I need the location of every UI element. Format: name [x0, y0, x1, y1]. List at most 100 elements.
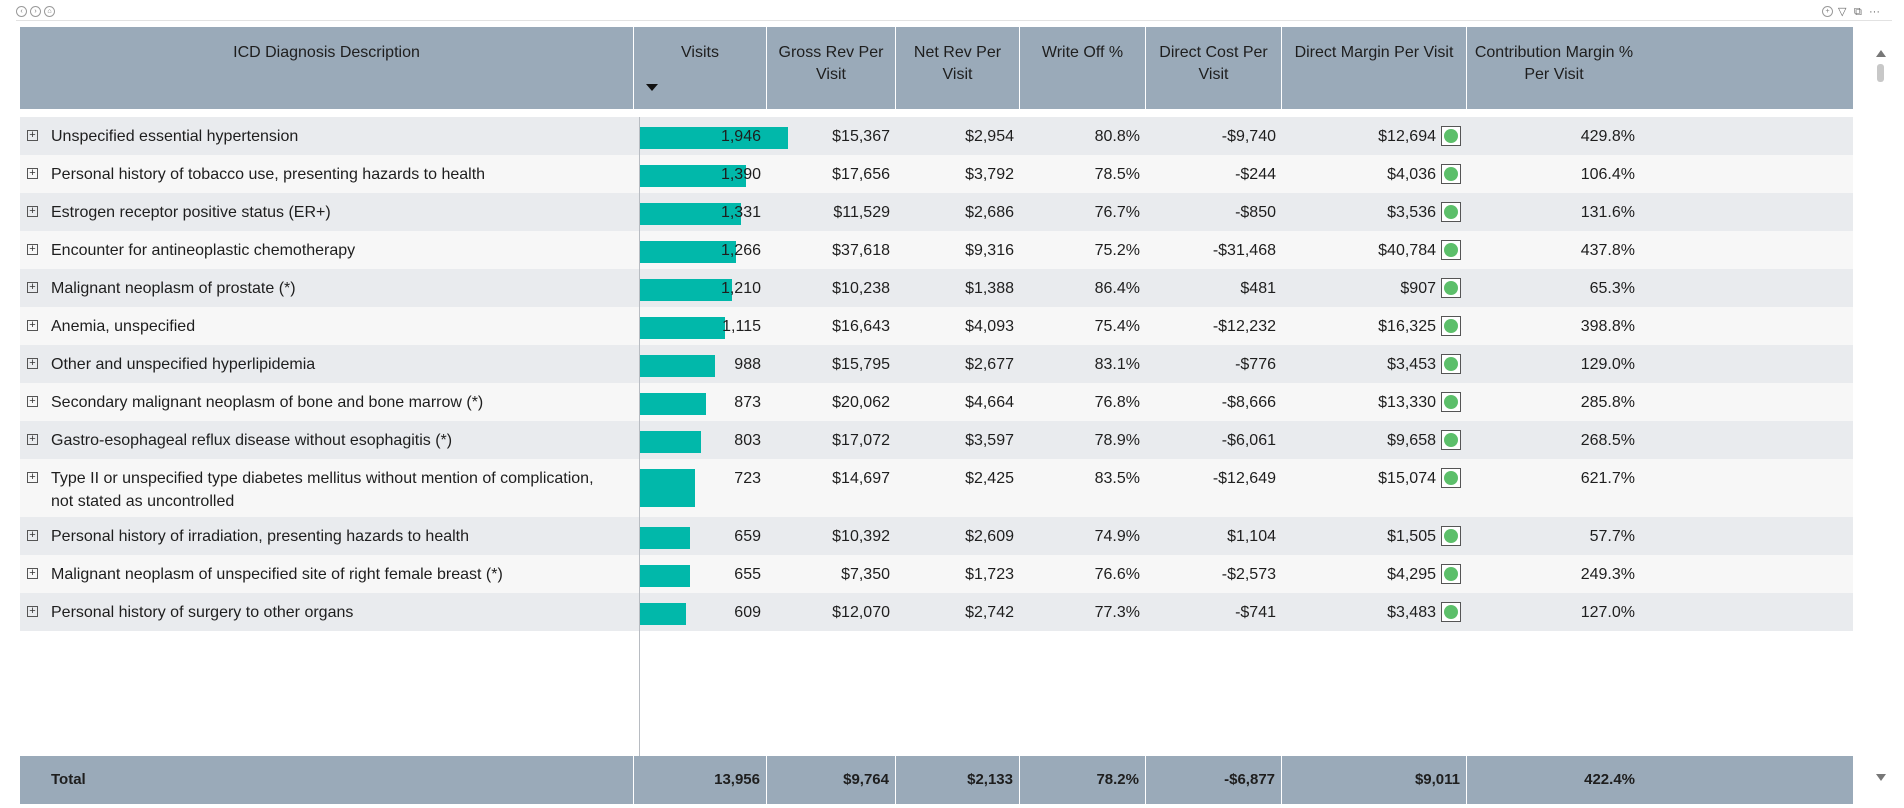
- cell-contrib: 285.8%: [1580, 394, 1635, 411]
- cell-contrib: 249.3%: [1580, 566, 1635, 583]
- expand-row-icon[interactable]: +: [27, 472, 38, 483]
- table-row[interactable]: + Anemia, unspecified 1,115 $16,643 $4,093 75…: [20, 307, 1853, 345]
- focus-icon[interactable]: +: [1822, 6, 1833, 17]
- expand-row-icon[interactable]: +: [27, 320, 38, 331]
- cell-margin: $15,074: [1282, 459, 1467, 517]
- table-row[interactable]: + Other and unspecified hyperlipidemia 988…: [20, 345, 1853, 383]
- visits-data-bar: [640, 127, 788, 149]
- kpi-status-icon: [1441, 240, 1461, 260]
- kpi-green-dot: [1444, 433, 1458, 447]
- margin-value: $3,536: [1387, 204, 1436, 221]
- cell-writeoff: 75.2%: [1094, 242, 1140, 259]
- table-body[interactable]: + Unspecified essential hypertension 1,946…: [20, 117, 1853, 717]
- table-row[interactable]: + Malignant neoplasm of unspecified site …: [20, 555, 1853, 593]
- margin-value: $12,694: [1378, 128, 1436, 145]
- more-icon[interactable]: ···: [1869, 6, 1880, 18]
- visits-data-bar: [640, 355, 715, 377]
- filter-icon[interactable]: ▽: [1838, 6, 1847, 18]
- expand-row-icon[interactable]: +: [27, 206, 38, 217]
- table-row[interactable]: + Gastro-esophageal reflux disease withou…: [20, 421, 1853, 459]
- expand-row-icon[interactable]: +: [27, 396, 38, 407]
- cell-writeoff: 76.7%: [1094, 204, 1140, 221]
- cell-desc: + Gastro-esophageal reflux disease withou…: [20, 421, 634, 459]
- expand-row-icon[interactable]: +: [27, 434, 38, 445]
- cell-margin: $9,658: [1282, 421, 1467, 459]
- cell-desc: + Personal history of surgery to other or…: [20, 593, 634, 631]
- kpi-green-dot: [1444, 471, 1458, 485]
- table-row[interactable]: + Unspecified essential hypertension 1,946…: [20, 117, 1853, 155]
- expand-row-icon[interactable]: +: [27, 530, 38, 541]
- scroll-down-icon[interactable]: [1876, 774, 1886, 781]
- kpi-status-icon: [1441, 278, 1461, 298]
- cell-cost: -$6,061: [1221, 432, 1276, 449]
- expand-row-icon[interactable]: +: [27, 358, 38, 369]
- cell-desc: + Malignant neoplasm of unspecified site …: [20, 555, 634, 593]
- table-row[interactable]: + Malignant neoplasm of prostate (*) 1,210…: [20, 269, 1853, 307]
- expand-icon[interactable]: ⧉: [1854, 6, 1862, 18]
- cell-writeoff: 77.3%: [1094, 604, 1140, 621]
- kpi-green-dot: [1444, 167, 1458, 181]
- cell-desc: + Unspecified essential hypertension: [20, 117, 634, 155]
- cell-visits: 873: [634, 383, 767, 421]
- home-icon[interactable]: ⌂: [44, 6, 55, 17]
- scroll-thumb[interactable]: [1877, 64, 1884, 82]
- table-row[interactable]: + Type II or unspecified type diabetes me…: [20, 459, 1853, 517]
- table-row[interactable]: + Personal history of irradiation, presen…: [20, 517, 1853, 555]
- cell-writeoff: 83.1%: [1094, 356, 1140, 373]
- cell-contrib: 127.0%: [1580, 604, 1635, 621]
- diagnosis-description: Estrogen receptor positive status (ER+): [51, 204, 331, 221]
- column-header-visits[interactable]: Visits: [634, 27, 767, 109]
- cell-desc: + Estrogen receptor positive status (ER+): [20, 193, 634, 231]
- cell-writeoff: 75.4%: [1094, 318, 1140, 335]
- expand-row-icon[interactable]: +: [27, 130, 38, 141]
- cell-net: $3,792: [965, 166, 1014, 183]
- expand-row-icon[interactable]: +: [27, 606, 38, 617]
- column-header-contrib[interactable]: Contribution Margin % Per Visit: [1467, 27, 1641, 109]
- kpi-status-icon: [1441, 468, 1461, 488]
- forward-icon[interactable]: ›: [30, 6, 41, 17]
- visits-value: 873: [734, 394, 761, 411]
- kpi-green-dot: [1444, 567, 1458, 581]
- cell-net: $1,388: [965, 280, 1014, 297]
- sort-descending-icon[interactable]: [646, 84, 658, 91]
- table-row[interactable]: + Personal history of surgery to other or…: [20, 593, 1853, 631]
- column-header-writeoff[interactable]: Write Off %: [1020, 27, 1146, 109]
- table-row[interactable]: + Secondary malignant neoplasm of bone an…: [20, 383, 1853, 421]
- visits-value: 803: [734, 432, 761, 449]
- total-row: Total 13,956 $9,764 $2,133 78.2% -$6,877…: [20, 756, 1853, 804]
- cell-writeoff: 86.4%: [1094, 280, 1140, 297]
- kpi-green-dot: [1444, 129, 1458, 143]
- kpi-status-icon: [1441, 164, 1461, 184]
- cell-writeoff: 74.9%: [1094, 528, 1140, 545]
- back-icon[interactable]: ‹: [16, 6, 27, 17]
- cell-visits: 1,266: [634, 231, 767, 269]
- column-header-cost[interactable]: Direct Cost Per Visit: [1146, 27, 1282, 109]
- table-row[interactable]: + Encounter for antineoplastic chemothera…: [20, 231, 1853, 269]
- cell-margin: $907: [1282, 269, 1467, 307]
- visits-value: 1,946: [720, 128, 761, 145]
- column-header-desc[interactable]: ICD Diagnosis Description: [20, 27, 634, 109]
- expand-row-icon[interactable]: +: [27, 244, 38, 255]
- total-net: $2,133: [896, 756, 1020, 804]
- cell-desc: + Other and unspecified hyperlipidemia: [20, 345, 634, 383]
- cell-desc: + Anemia, unspecified: [20, 307, 634, 345]
- column-header-net[interactable]: Net Rev Per Visit: [896, 27, 1020, 109]
- expand-row-icon[interactable]: +: [27, 282, 38, 293]
- kpi-status-icon: [1441, 316, 1461, 336]
- kpi-status-icon: [1441, 354, 1461, 374]
- cell-net: $9,316: [965, 242, 1014, 259]
- kpi-green-dot: [1444, 281, 1458, 295]
- cell-contrib: 621.7%: [1580, 470, 1635, 487]
- cell-margin: $4,036: [1282, 155, 1467, 193]
- table-row[interactable]: + Estrogen receptor positive status (ER+)…: [20, 193, 1853, 231]
- vertical-scrollbar[interactable]: [1876, 50, 1886, 790]
- cell-desc: + Encounter for antineoplastic chemothera…: [20, 231, 634, 269]
- expand-row-icon[interactable]: +: [27, 568, 38, 579]
- table-row[interactable]: + Personal history of tobacco use, presen…: [20, 155, 1853, 193]
- diagnosis-description: Malignant neoplasm of prostate (*): [51, 280, 296, 297]
- bar-axis-line: [639, 117, 640, 756]
- expand-row-icon[interactable]: +: [27, 168, 38, 179]
- scroll-up-icon[interactable]: [1876, 50, 1886, 57]
- column-header-margin[interactable]: Direct Margin Per Visit: [1282, 27, 1467, 109]
- column-header-gross[interactable]: Gross Rev Per Visit: [767, 27, 896, 109]
